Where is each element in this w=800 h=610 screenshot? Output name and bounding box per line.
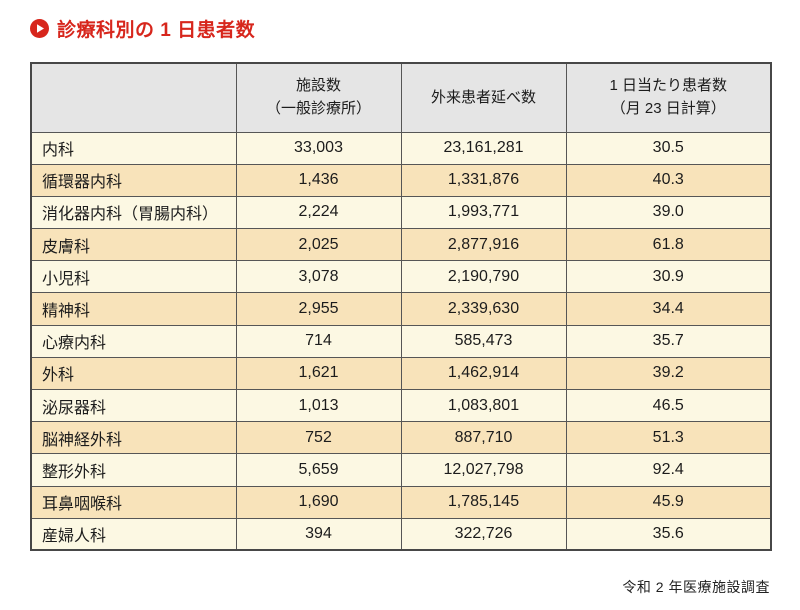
facilities-cell: 2,224 — [235, 195, 402, 230]
facilities-cell: 394 — [235, 517, 402, 551]
table-row: 脳神経外科 752 887,710 51.3 — [30, 421, 772, 455]
facilities-cell: 1,436 — [235, 163, 402, 197]
facilities-cell: 5,659 — [235, 453, 402, 487]
table-row: 内科 33,003 23,161,281 30.5 — [30, 131, 772, 165]
department-cell: 耳鼻咽喉科 — [30, 485, 237, 519]
facilities-cell: 1,013 — [235, 388, 402, 423]
page-title: 診療科別の 1 日患者数 — [57, 20, 256, 41]
patients-per-day-cell: 39.2 — [565, 356, 772, 391]
table-row: 消化器内科（胃腸内科） 2,224 1,993,771 39.0 — [30, 195, 772, 230]
outpatients-cell: 1,993,771 — [400, 195, 567, 230]
department-cell: 消化器内科（胃腸内科） — [30, 195, 237, 230]
source-note: 令和 2 年医療施設調査 — [622, 579, 770, 595]
table-row: 産婦人科 394 322,726 35.6 — [30, 517, 772, 551]
department-cell: 精神科 — [30, 292, 237, 326]
patients-per-day-cell: 45.9 — [565, 485, 772, 519]
table-row: 精神科 2,955 2,339,630 34.4 — [30, 292, 772, 326]
table-row: 心療内科 714 585,473 35.7 — [30, 324, 772, 358]
patients-per-day-cell: 35.7 — [565, 324, 772, 358]
header-outpatients: 外来患者延べ数 — [400, 62, 567, 133]
department-cell: 整形外科 — [30, 453, 237, 487]
table-row: 皮膚科 2,025 2,877,916 61.8 — [30, 228, 772, 262]
patients-per-day-cell: 30.5 — [565, 131, 772, 165]
department-cell: 外科 — [30, 356, 237, 391]
outpatients-cell: 887,710 — [400, 421, 567, 455]
outpatients-cell: 2,339,630 — [400, 292, 567, 326]
patients-by-department-table: 施設数 （一般診療所） 外来患者延べ数 1 日当たり患者数 （月 23 日計算）… — [30, 62, 772, 552]
patients-per-day-cell: 34.4 — [565, 292, 772, 326]
facilities-cell: 1,690 — [235, 485, 402, 519]
header-facilities: 施設数 （一般診療所） — [235, 62, 402, 133]
outpatients-cell: 1,083,801 — [400, 388, 567, 423]
table-row: 耳鼻咽喉科 1,690 1,785,145 45.9 — [30, 485, 772, 519]
table-row: 外科 1,621 1,462,914 39.2 — [30, 356, 772, 391]
facilities-cell: 1,621 — [235, 356, 402, 391]
patients-per-day-cell: 40.3 — [565, 163, 772, 197]
department-cell: 泌尿器科 — [30, 388, 237, 423]
table-row: 小児科 3,078 2,190,790 30.9 — [30, 260, 772, 294]
outpatients-cell: 1,462,914 — [400, 356, 567, 391]
department-cell: 産婦人科 — [30, 517, 237, 551]
facilities-cell: 3,078 — [235, 260, 402, 294]
outpatients-cell: 585,473 — [400, 324, 567, 358]
facilities-cell: 2,955 — [235, 292, 402, 326]
outpatients-cell: 12,027,798 — [400, 453, 567, 487]
department-cell: 小児科 — [30, 260, 237, 294]
department-cell: 心療内科 — [30, 324, 237, 358]
patients-per-day-cell: 46.5 — [565, 388, 772, 423]
patients-per-day-cell: 30.9 — [565, 260, 772, 294]
table-row: 泌尿器科 1,013 1,083,801 46.5 — [30, 388, 772, 423]
outpatients-cell: 23,161,281 — [400, 131, 567, 165]
facilities-cell: 2,025 — [235, 228, 402, 262]
outpatients-cell: 322,726 — [400, 517, 567, 551]
department-cell: 循環器内科 — [30, 163, 237, 197]
header-department — [30, 62, 237, 133]
patients-per-day-cell: 35.6 — [565, 517, 772, 551]
facilities-cell: 714 — [235, 324, 402, 358]
department-cell: 脳神経外科 — [30, 421, 237, 455]
outpatients-cell: 2,877,916 — [400, 228, 567, 262]
facilities-cell: 752 — [235, 421, 402, 455]
header-row: 施設数 （一般診療所） 外来患者延べ数 1 日当たり患者数 （月 23 日計算） — [30, 62, 772, 133]
figure-title-row: 診療科別の 1 日患者数 — [30, 15, 255, 42]
table-row: 循環器内科 1,436 1,331,876 40.3 — [30, 163, 772, 197]
outpatients-cell: 2,190,790 — [400, 260, 567, 294]
patients-per-day-cell: 92.4 — [565, 453, 772, 487]
table-row: 整形外科 5,659 12,027,798 92.4 — [30, 453, 772, 487]
department-cell: 内科 — [30, 131, 237, 165]
department-cell: 皮膚科 — [30, 228, 237, 262]
patients-per-day-cell: 51.3 — [565, 421, 772, 455]
play-circle-icon — [30, 19, 49, 38]
outpatients-cell: 1,331,876 — [400, 163, 567, 197]
facilities-cell: 33,003 — [235, 131, 402, 165]
patients-per-day-cell: 39.0 — [565, 195, 772, 230]
outpatients-cell: 1,785,145 — [400, 485, 567, 519]
patients-per-day-cell: 61.8 — [565, 228, 772, 262]
header-patients-per-day: 1 日当たり患者数 （月 23 日計算） — [565, 62, 772, 133]
